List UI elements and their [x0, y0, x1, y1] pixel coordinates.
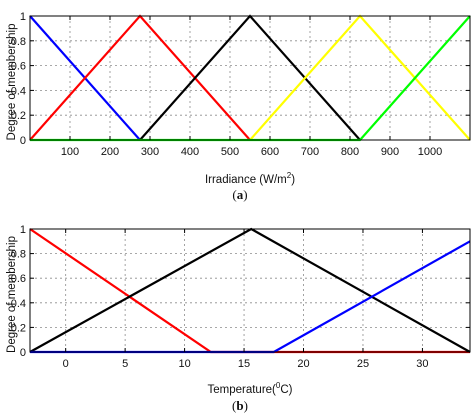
panel-label: (a): [232, 187, 247, 202]
chart-panel-a: 100 200 300 400 500 600 700 800 900 1000 0 0.2 0.4 0.…: [6, 11, 471, 202]
plot-frame: [29, 15, 471, 141]
y-tick-label: 0: [20, 347, 26, 359]
series-line: [249, 14, 471, 141]
x-tick-label: 200: [101, 146, 119, 158]
y-tick-label: 0.6: [11, 61, 26, 73]
y-tick-label: 0: [20, 135, 26, 147]
y-tick-label: 0.8: [11, 36, 26, 48]
x-tick-label: 900: [381, 146, 399, 158]
x-tick-label: 400: [181, 146, 199, 158]
series-line: [30, 15, 471, 142]
series-line: [29, 227, 471, 353]
x-tick-label: 600: [261, 146, 279, 158]
x-tick-label: 25: [357, 358, 369, 370]
chart-panel-b: 0 5 10 15 20 25 30 0 0.2 0.4 0.6 0.8 1 Temperature(0C…: [6, 224, 471, 413]
series-line: [29, 14, 251, 141]
panel-label: (b): [232, 398, 248, 413]
x-tick-label: 15: [238, 358, 250, 370]
x-tick-label: 10: [178, 358, 190, 370]
x-tick-label: 1000: [418, 146, 442, 158]
y-tick-label: 0.4: [11, 298, 26, 310]
x-tick-label: 30: [416, 358, 428, 370]
y-axis-label: Degree of membership: [6, 24, 18, 141]
y-axis-label: Degree of membership: [6, 236, 18, 353]
series-line: [139, 14, 361, 141]
series-line: [30, 240, 471, 354]
x-axis-label: Irradiance (W/m2): [205, 171, 295, 186]
x-tick-label: 500: [221, 146, 239, 158]
y-tick-label: 0.2: [11, 322, 26, 334]
y-tick-label: 0.2: [11, 110, 26, 122]
x-axis-label: Temperature(0C): [208, 381, 293, 396]
x-tick-label: 800: [341, 146, 359, 158]
x-tick-label: 5: [122, 358, 128, 370]
plot-frame: [29, 228, 471, 353]
y-tick-label: 0.4: [11, 85, 26, 97]
x-tick-label: 300: [141, 146, 159, 158]
x-tick-label: 0: [63, 358, 69, 370]
y-tick-label: 0.6: [11, 273, 26, 285]
y-tick-label: 1: [20, 224, 26, 236]
y-tick-label: 1: [20, 11, 26, 23]
series-line: [29, 228, 470, 354]
x-tick-label: 100: [61, 146, 79, 158]
x-tick-label: 700: [301, 146, 319, 158]
x-tick-label: 20: [297, 358, 309, 370]
y-tick-label: 0.8: [11, 249, 26, 261]
